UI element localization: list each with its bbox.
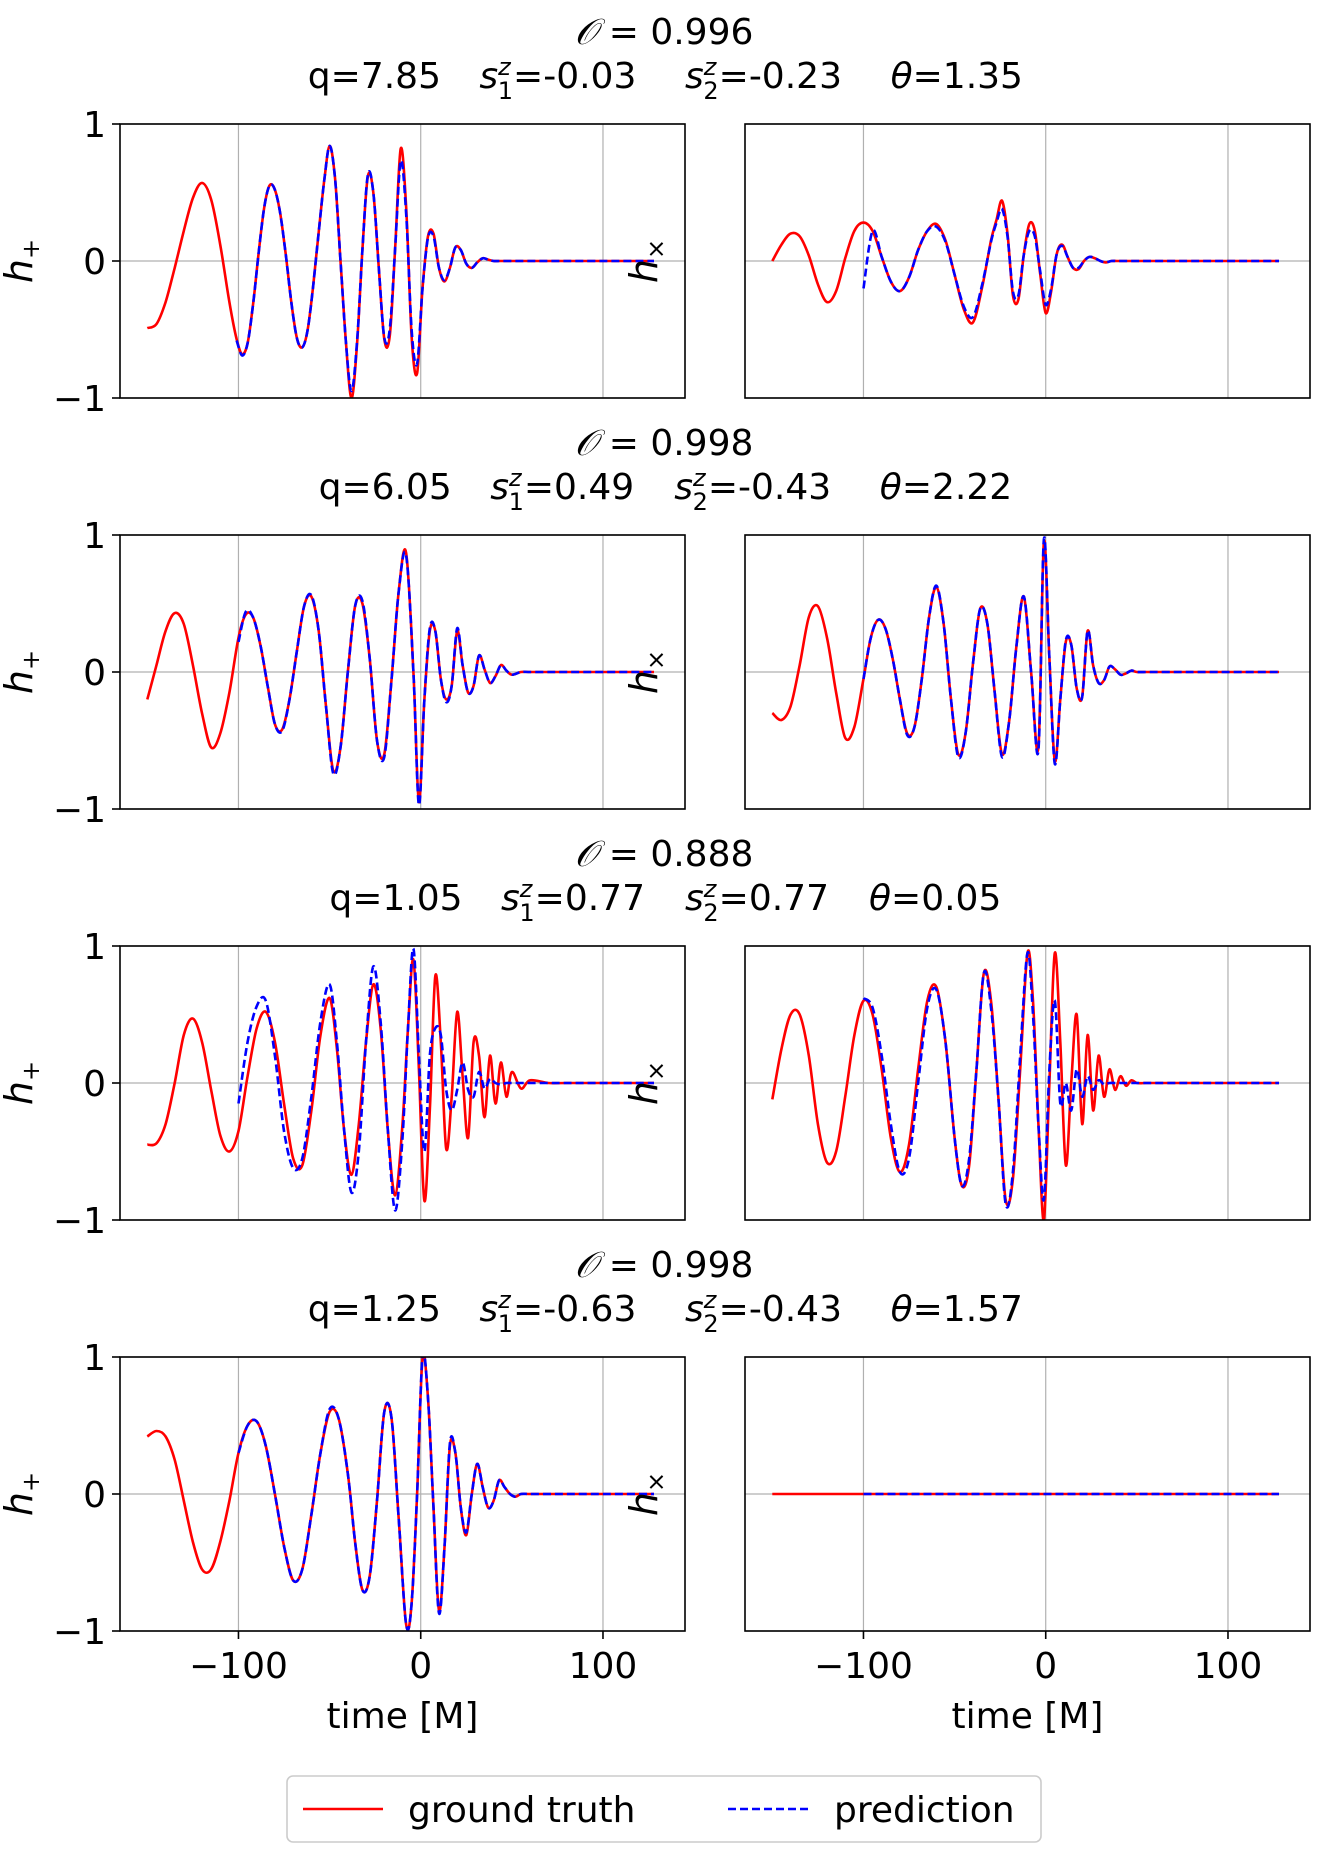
x-axis-label: time [M] xyxy=(327,1696,479,1737)
x-tick-label: 0 xyxy=(1034,1646,1057,1687)
x-axis-label: time [M] xyxy=(952,1696,1104,1737)
y-axis-label: h× xyxy=(622,1061,670,1105)
param-4: θ=1.35 xyxy=(891,56,1023,97)
x-tick-label: 0 xyxy=(409,1646,432,1687)
param-4: θ=2.22 xyxy=(880,467,1012,508)
x-tick-label: 100 xyxy=(1194,1646,1263,1687)
y-tick-label: 1 xyxy=(83,1338,106,1379)
x-tick-label: −100 xyxy=(814,1646,913,1687)
panel-h-plus: −1 0 1 xyxy=(53,105,686,420)
param-3: sz 2=-0.43 xyxy=(685,1286,842,1338)
y-axis-label: h+ xyxy=(0,239,45,283)
series-ground-truth xyxy=(771,539,1279,763)
params-title: q=6.05 sz 1=0.49 sz 2=-0.43 θ=2.22 xyxy=(319,464,1013,516)
panel-h-cross xyxy=(744,945,1311,1221)
panel-h-plus: −1 0 1 −100 0 100 time [M] xyxy=(53,1338,686,1737)
params-title: q=1.25 sz 1=-0.63 sz 2=-0.43 θ=1.57 xyxy=(308,1286,1023,1338)
param-1: q=1.25 xyxy=(308,1289,441,1330)
y-tick-label: −1 xyxy=(53,790,106,831)
y-axis-label: h× xyxy=(622,1472,670,1516)
y-tick-label: 1 xyxy=(83,516,106,557)
y-tick-label: −1 xyxy=(53,379,106,420)
panel-h-plus: −1 0 1 xyxy=(53,927,686,1242)
params-title: q=1.05 sz 1=0.77 sz 2=0.77 θ=0.05 xyxy=(329,875,1001,927)
overlap-title: 𝒪 = 0.996 xyxy=(575,12,754,53)
param-1: q=6.05 xyxy=(319,467,452,508)
param-3: sz 2=-0.43 xyxy=(674,464,831,516)
param-1: q=7.85 xyxy=(308,56,441,97)
series-ground-truth xyxy=(146,548,654,804)
overlap-title: 𝒪 = 0.888 xyxy=(575,834,754,875)
series-prediction xyxy=(862,207,1279,320)
params-title: q=7.85 sz 1=-0.03 sz 2=-0.23 θ=1.35 xyxy=(308,53,1023,105)
y-axis-label: h+ xyxy=(0,650,45,694)
series-prediction xyxy=(862,950,1279,1209)
legend-label: prediction xyxy=(834,1790,1015,1831)
param-1: q=1.05 xyxy=(329,878,462,919)
panel-h-plus: −1 0 1 xyxy=(53,516,686,831)
y-axis-label: h× xyxy=(622,650,670,694)
subplot-row-3: 𝒪 = 0.888 q=1.05 sz 1=0.77 sz 2=0.77 θ=0.05 −1 0… xyxy=(53,834,1311,1242)
series-ground-truth xyxy=(146,1357,654,1631)
axes-frame xyxy=(744,1356,1311,1632)
param-2: sz 1=0.77 xyxy=(501,875,645,927)
series-prediction xyxy=(237,550,654,807)
series-ground-truth xyxy=(771,199,1279,325)
y-tick-label: 0 xyxy=(83,242,106,283)
y-tick-label: −1 xyxy=(53,1612,106,1653)
y-tick-label: 0 xyxy=(83,653,106,694)
subplot-row-1: 𝒪 = 0.996 q=7.85 sz 1=-0.03 sz 2=-0.23 θ=1.35 −… xyxy=(53,12,1311,420)
series-ground-truth xyxy=(771,949,1279,1220)
y-tick-label: 1 xyxy=(83,105,106,146)
param-2: sz 1=-0.63 xyxy=(479,1286,636,1338)
param-3: sz 2=0.77 xyxy=(685,875,829,927)
y-tick-label: 0 xyxy=(83,1475,106,1516)
subplot-row-2: 𝒪 = 0.998 q=6.05 sz 1=0.49 sz 2=-0.43 θ=2.22 −1… xyxy=(53,423,1311,831)
axes-frame xyxy=(744,534,1311,810)
legend-label: ground truth xyxy=(408,1790,635,1831)
legend-box xyxy=(286,1775,1042,1843)
x-tick-label: −100 xyxy=(189,1646,288,1687)
axes-frame xyxy=(744,945,1311,1221)
series-prediction xyxy=(237,947,654,1212)
y-axis-label: h× xyxy=(622,239,670,283)
series-ground-truth xyxy=(147,957,654,1203)
axes-frame xyxy=(744,123,1311,399)
panel-h-cross xyxy=(744,123,1311,399)
y-tick-label: 1 xyxy=(83,927,106,968)
series-prediction xyxy=(237,1357,654,1631)
overlap-title: 𝒪 = 0.998 xyxy=(575,1245,754,1286)
subplot-row-4: 𝒪 = 0.998 q=1.25 sz 1=-0.63 sz 2=-0.43 θ=1.57 −… xyxy=(53,1245,1311,1737)
param-4: θ=1.57 xyxy=(891,1289,1023,1330)
series-prediction xyxy=(862,536,1279,766)
param-3: sz 2=-0.23 xyxy=(685,53,842,105)
param-2: sz 1=0.49 xyxy=(490,464,634,516)
y-tick-label: −1 xyxy=(53,1201,106,1242)
y-axis-label: h+ xyxy=(0,1061,45,1105)
series-prediction xyxy=(235,144,654,393)
y-tick-label: 0 xyxy=(83,1064,106,1105)
param-4: θ=0.05 xyxy=(869,878,1001,919)
series-ground-truth xyxy=(146,144,654,398)
x-tick-label: 100 xyxy=(569,1646,638,1687)
overlap-title: 𝒪 = 0.998 xyxy=(575,423,754,464)
panel-h-cross xyxy=(744,534,1311,810)
legend: ground truth prediction xyxy=(286,1775,1042,1843)
panel-h-cross: −100 0 100 time [M] xyxy=(744,1356,1311,1737)
y-axis-label: h+ xyxy=(0,1472,45,1516)
param-2: sz 1=-0.03 xyxy=(479,53,636,105)
